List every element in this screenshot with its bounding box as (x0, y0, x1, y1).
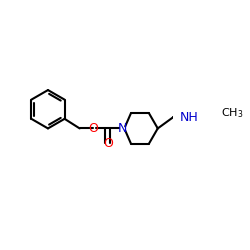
Text: O: O (88, 122, 98, 135)
Text: NH: NH (180, 111, 199, 124)
Text: O: O (103, 137, 113, 150)
Text: N: N (118, 122, 127, 135)
Text: CH$_3$: CH$_3$ (221, 106, 243, 120)
